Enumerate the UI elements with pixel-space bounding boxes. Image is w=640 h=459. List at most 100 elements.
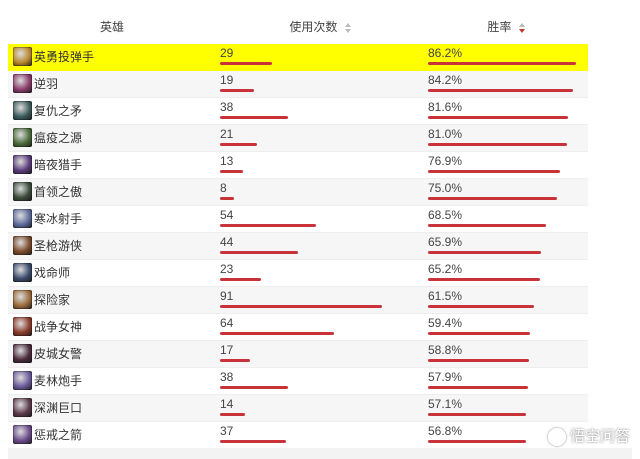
hero-avatar-icon [13,317,32,336]
table-row[interactable]: 瘟疫之源 21 81.0% [8,125,588,152]
uses-bar [220,305,382,308]
uses-bar [220,386,288,389]
table-row[interactable]: 暗夜猎手 13 76.9% [8,152,588,179]
rate-bar [428,170,560,173]
hero-name: 战争女神 [34,320,83,334]
uses-value: 23 [220,262,234,276]
hero-avatar-icon [13,128,32,147]
rate-value: 65.9% [428,235,463,249]
hero-avatar-icon [13,74,32,93]
column-header-hero: 英雄 [8,10,216,44]
hero-avatar-icon [13,155,32,174]
table-row[interactable]: 逆羽 19 84.2% [8,71,588,98]
uses-value: 8 [220,181,227,195]
column-header-rate[interactable]: 胜率 [424,10,588,44]
hero-avatar-icon [13,425,32,444]
table-header: 英雄 使用次数 胜率 [8,10,588,44]
uses-value: 21 [220,127,234,141]
rate-value: 81.0% [428,127,463,141]
rate-bar [428,386,528,389]
table-row[interactable]: 深渊巨口 14 57.1% [8,395,588,422]
rate-bar [428,305,534,308]
uses-value: 54 [220,208,234,222]
uses-value: 38 [220,100,234,114]
table-row[interactable]: 探险家 91 61.5% [8,287,588,314]
hero-avatar-icon [13,263,32,282]
uses-bar [220,278,261,281]
table-row[interactable]: 首领之傲 8 75.0% [8,179,588,206]
rate-bar [428,89,573,92]
rate-value: 81.6% [428,100,463,114]
uses-bar [220,251,298,254]
rate-bar [428,143,567,146]
rate-bar [428,359,529,362]
hero-name: 复仇之矛 [34,104,83,118]
hero-name: 瘟疫之源 [34,131,83,145]
hero-avatar-icon [13,371,32,390]
table-row[interactable]: 惩戒之箭 37 56.8% [8,422,588,449]
column-header-rate-label: 胜率 [487,20,512,34]
rate-bar [428,251,541,254]
hero-avatar-icon [13,47,32,66]
hero-avatar-icon [13,236,32,255]
column-header-uses-label: 使用次数 [289,20,338,34]
hero-avatar-icon [13,101,32,120]
uses-value: 91 [220,289,234,303]
rate-value: 76.9% [428,154,463,168]
rate-bar [428,197,557,200]
rate-bar [428,440,526,443]
table-row[interactable]: 寒冰射手 54 68.5% [8,206,588,233]
hero-name: 戏命师 [34,266,71,280]
hero-name: 逆羽 [34,77,59,91]
hero-name: 英勇投弹手 [34,50,95,64]
rate-value: 86.2% [428,46,463,60]
hero-name: 惩戒之箭 [34,428,83,442]
rate-value: 61.5% [428,289,463,303]
watermark: 悟空问答 [547,426,630,448]
table-body: 英勇投弹手 29 86.2% 逆羽 19 84.2% 复仇之矛 38 81.6% 瘟疫之源 21 81… [8,44,588,449]
table-row[interactable]: 战争女神 64 59.4% [8,314,588,341]
hero-avatar-icon [13,398,32,417]
watermark-text: 悟空问答 [569,428,630,445]
hero-name: 皮城女警 [34,347,83,361]
table-row[interactable]: 圣枪游侠 44 65.9% [8,233,588,260]
uses-value: 29 [220,46,234,60]
table-row[interactable]: 戏命师 23 65.2% [8,260,588,287]
rate-value: 84.2% [428,73,463,87]
uses-value: 14 [220,397,234,411]
rate-bar [428,224,546,227]
uses-value: 13 [220,154,234,168]
rate-bar [428,413,526,416]
uses-bar [220,143,257,146]
rate-bar [428,116,568,119]
uses-value: 44 [220,235,234,249]
uses-value: 17 [220,343,234,357]
column-header-uses[interactable]: 使用次数 [216,10,424,44]
uses-bar [220,62,272,65]
uses-bar [220,197,234,200]
uses-bar [220,224,316,227]
column-header-hero-label: 英雄 [99,20,124,34]
rate-value: 65.2% [428,262,463,276]
hero-name: 深渊巨口 [34,401,83,415]
rate-value: 75.0% [428,181,463,195]
rate-bar [428,62,576,65]
table-row[interactable]: 英勇投弹手 29 86.2% [8,44,588,71]
hero-name: 寒冰射手 [34,212,83,226]
uses-bar [220,170,243,173]
hero-avatar-icon [13,290,32,309]
rate-value: 59.4% [428,316,463,330]
rate-value: 58.8% [428,343,463,357]
uses-value: 64 [220,316,234,330]
sort-icon[interactable] [344,22,351,33]
hero-name: 首领之傲 [34,185,83,199]
hero-name: 暗夜猎手 [34,158,83,172]
uses-value: 19 [220,73,234,87]
table-row[interactable]: 复仇之矛 38 81.6% [8,98,588,125]
table-row[interactable]: 麦林炮手 38 57.9% [8,368,588,395]
rate-value: 68.5% [428,208,463,222]
sort-desc-icon[interactable] [518,22,525,33]
table-row[interactable]: 皮城女警 17 58.8% [8,341,588,368]
uses-bar [220,413,245,416]
hero-avatar-icon [13,209,32,228]
